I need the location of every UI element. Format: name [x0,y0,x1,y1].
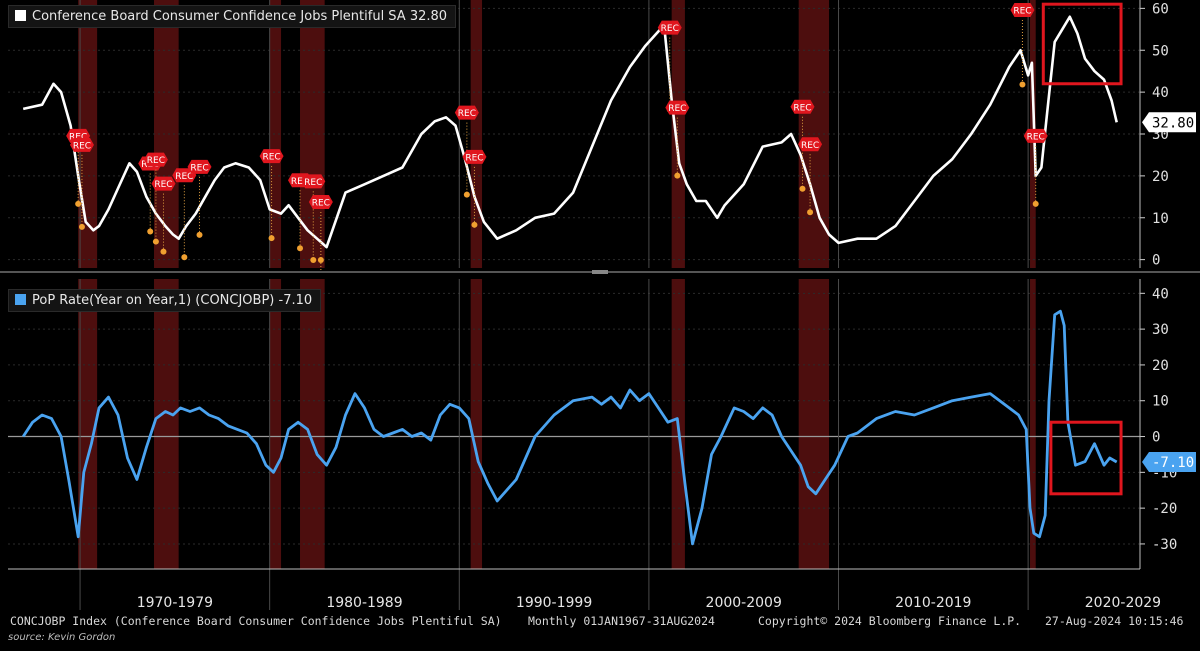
legend-swatch-white [15,10,26,21]
rec-marker-dot [196,231,203,238]
x-decade-label: 1980-1989 [326,595,402,611]
y-tick-label: 20 [1152,169,1169,185]
highlight-box [1049,420,1123,496]
legend-swatch-blue [15,294,26,305]
rec-marker-dot [152,238,159,245]
rec-marker-dot [160,248,167,255]
rec-marker-badge [790,99,815,114]
bottom-legend-label: PoP Rate(Year on Year,1) (CONCJOBP) -7.1… [32,293,313,308]
y-tick-label: 10 [1152,394,1169,410]
footer-index-text: CONCJOBP Index (Conference Board Consume… [10,614,502,628]
rec-marker-dot [471,221,478,228]
y-tick-label: 40 [1152,85,1169,101]
recession-band [798,279,830,569]
last-value-tag [1142,112,1196,133]
rec-marker-label: REC [291,177,309,187]
rec-marker-label: REC [190,163,208,173]
rec-marker-label: REC [175,172,193,182]
recession-band [1030,279,1036,569]
rec-marker-badge [657,20,682,35]
rec-marker-badge [454,105,479,120]
top-legend-label: Conference Board Consumer Confidence Job… [32,9,448,24]
rec-marker-dot [181,254,188,261]
recession-band [300,279,325,569]
rec-marker-dot [807,209,814,216]
top-panel-legend: Conference Board Consumer Confidence Job… [8,5,457,28]
footer-timestamp-text: 27-Aug-2024 10:15:46 [1045,614,1184,628]
rec-marker-dot [310,257,317,263]
series-line-jobs-plentiful [22,15,1118,249]
rec-marker-badge [151,176,176,191]
y-tick-label: 0 [1152,430,1160,446]
last-value-tag [1142,451,1196,472]
y-tick-label: -30 [1152,537,1177,553]
x-decade-label: 2000-2009 [706,595,782,611]
rec-marker-dot [674,172,681,179]
rec-marker-badge [1023,128,1048,143]
rec-marker-badge [462,149,487,164]
rec-marker-label: REC [793,103,811,113]
rec-marker-badge [1010,3,1035,17]
rec-marker-badge [798,137,823,152]
rec-marker-badge [665,100,690,115]
y-tick-label: 60 [1152,1,1169,17]
y-tick-label: 40 [1152,286,1169,302]
x-decade-label: 2010-2019 [895,595,971,611]
rec-marker-label: REC [458,109,476,119]
rec-marker-label: REC [1027,132,1045,142]
rec-marker-badge [308,195,333,210]
footer-copyright-text: Copyright© 2024 Bloomberg Finance L.P. [758,614,1022,628]
rec-marker-dot [297,245,304,252]
rec-marker-label: REC [147,156,165,166]
y-tick-label: 20 [1152,358,1169,374]
rec-marker-dot [799,185,806,192]
rec-marker-label: REC [465,153,483,163]
rec-marker-badge [143,152,168,167]
recession-band [269,0,282,268]
recession-band [470,0,483,268]
last-value-label: 32.80 [1152,115,1194,131]
rec-marker-dot [317,257,324,263]
rec-marker-label: REC [668,104,686,114]
rec-marker-label: REC [312,199,330,209]
x-decade-label: 2020-2029 [1085,595,1161,611]
rec-marker-dot [75,200,82,207]
rec-marker-dot [1019,81,1026,88]
rec-marker-label: REC [801,141,819,151]
rec-marker-label: REC [304,178,322,188]
source-credit: source: Kevin Gordon [8,632,116,643]
bottom-panel-legend: PoP Rate(Year on Year,1) (CONCJOBP) -7.1… [8,289,322,312]
rec-marker-label: REC [661,24,679,34]
y-tick-label: 50 [1152,43,1169,59]
rec-marker-label: REC [154,180,172,190]
x-decade-label: 1990-1999 [516,595,592,611]
recession-band [154,279,179,569]
rec-marker-dot [1032,200,1039,207]
rec-marker-label: REC [73,141,91,151]
x-decade-label: 1970-1979 [137,595,213,611]
recession-band [470,279,483,569]
last-value-label: -7.10 [1152,455,1194,471]
series-line-yoy-rate [22,309,1118,546]
rec-marker-dot [78,223,85,230]
y-tick-label: 0 [1152,253,1160,269]
rec-marker-dot [147,228,154,235]
panel-divider-handle [592,270,608,274]
y-tick-label: 10 [1152,211,1169,227]
rec-marker-badge [69,137,94,152]
rec-marker-dot [268,235,275,242]
rec-marker-label: REC [262,153,280,163]
recession-band [269,279,282,569]
rec-marker-dot [463,191,470,198]
rec-marker-label: REC [69,132,87,142]
y-tick-label: -20 [1152,501,1177,517]
y-tick-label: 30 [1152,322,1169,338]
rec-marker-badge [259,149,284,164]
rec-marker-label: REC [1013,7,1031,17]
highlight-box [1041,2,1123,86]
footer-period-text: Monthly 01JAN1967-31AUG2024 [528,614,715,628]
rec-marker-badge [301,174,326,189]
rec-marker-badge [187,159,212,174]
